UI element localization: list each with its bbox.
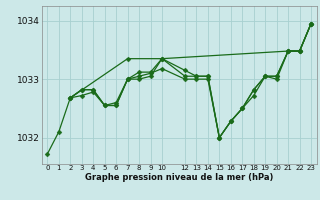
X-axis label: Graphe pression niveau de la mer (hPa): Graphe pression niveau de la mer (hPa) — [85, 173, 273, 182]
